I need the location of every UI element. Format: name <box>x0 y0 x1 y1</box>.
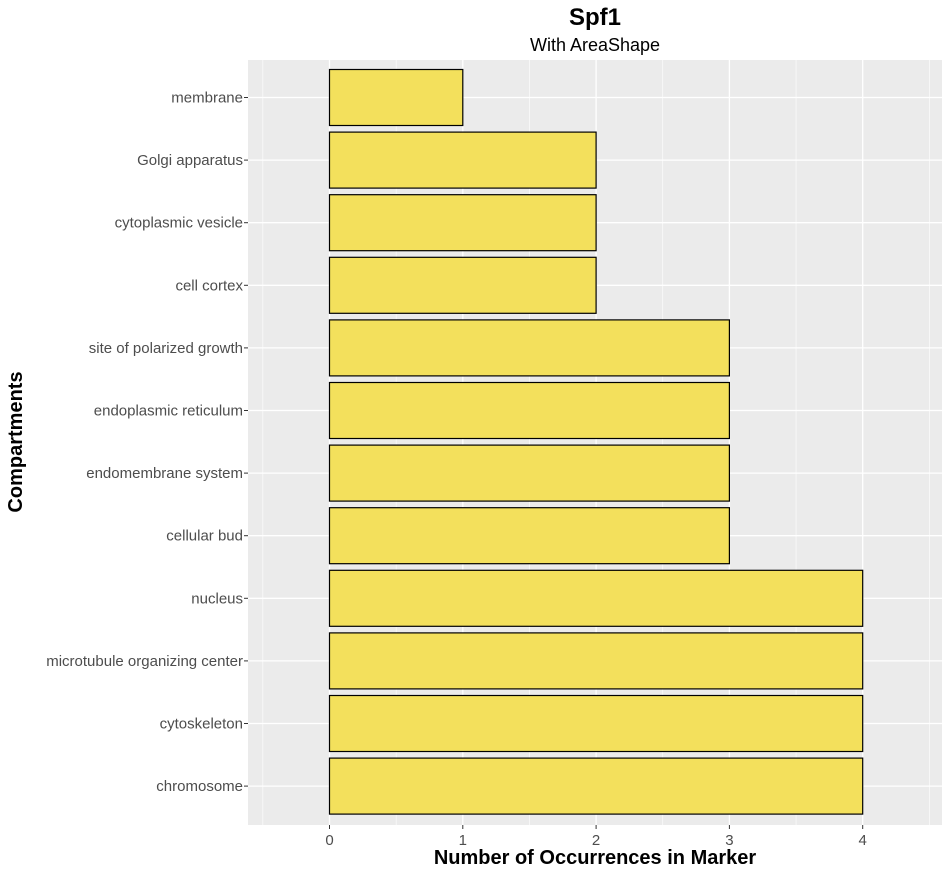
y-tick-label: endoplasmic reticulum <box>94 403 243 420</box>
x-tick-label: 4 <box>859 832 867 849</box>
bar <box>328 569 864 627</box>
bar <box>328 319 730 377</box>
x-tick-label: 1 <box>459 832 467 849</box>
bar <box>328 68 464 127</box>
x-tick-label: 3 <box>725 832 733 849</box>
y-tick-label: cytoplasmic vesicle <box>115 215 243 232</box>
bar <box>328 381 730 440</box>
y-tick-label: microtubule organizing center <box>46 653 243 670</box>
y-axis-title: Compartments <box>5 371 27 512</box>
bar <box>328 194 597 252</box>
chart-subtitle: With AreaShape <box>530 35 660 55</box>
y-tick-label: cell cortex <box>175 277 243 294</box>
y-tick-label: cytoskeleton <box>160 716 243 733</box>
bar <box>328 131 597 189</box>
y-axis-ticks: membrane Golgi apparatus cytoplasmic vesic… <box>46 90 248 795</box>
x-axis-ticks: 0 1 2 3 4 <box>325 825 867 849</box>
bars <box>328 68 864 815</box>
bar <box>328 256 597 314</box>
bar <box>328 757 864 815</box>
x-tick-label: 2 <box>592 832 600 849</box>
y-tick-label: cellular bud <box>166 528 243 545</box>
y-tick-label: Golgi apparatus <box>137 152 243 169</box>
x-axis-title: Number of Occurrences in Marker <box>434 847 757 869</box>
bar <box>328 507 730 565</box>
bar <box>328 632 864 690</box>
y-tick-label: endomembrane system <box>86 465 243 482</box>
y-tick-label: site of polarized growth <box>89 340 243 357</box>
bar <box>328 444 730 502</box>
y-tick-label: nucleus <box>191 590 243 607</box>
x-tick-label: 0 <box>325 832 333 849</box>
chart-title: Spf1 <box>569 4 621 31</box>
bar <box>328 694 864 753</box>
y-tick-label: membrane <box>171 90 243 107</box>
y-tick-label: chromosome <box>156 778 243 795</box>
